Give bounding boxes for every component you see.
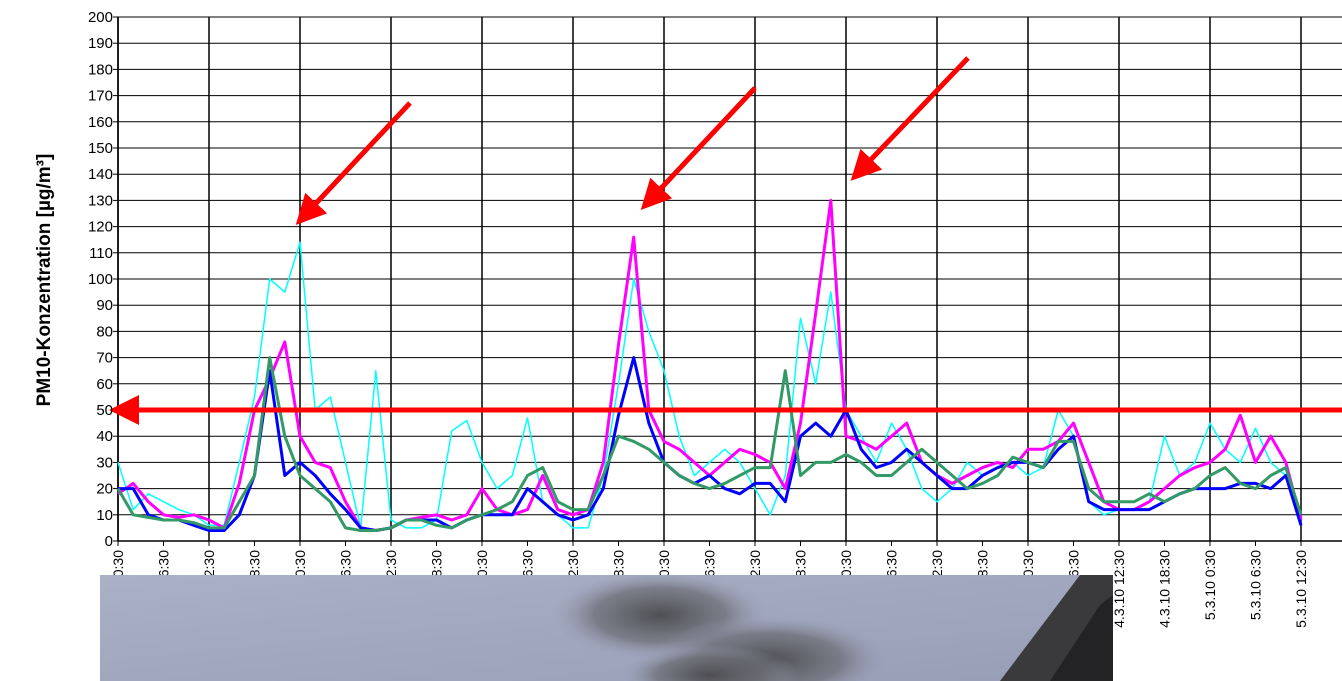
- y-tick-label: 90: [96, 297, 113, 314]
- y-tick-label: 160: [88, 114, 113, 131]
- y-tick-label: 130: [88, 192, 113, 209]
- x-tick-label: 4.3.10 18:30: [1157, 550, 1173, 628]
- y-tick-label: 200: [88, 9, 113, 26]
- y-tick-label: 60: [96, 376, 113, 393]
- y-tick-label: 110: [89, 245, 113, 262]
- y-tick-label: 170: [88, 88, 113, 105]
- y-tick-label: 180: [88, 61, 113, 78]
- lines: [118, 200, 1301, 530]
- y-axis-label: PM10-Konzentration [µg/m³]: [34, 154, 55, 407]
- x-tick-label: 5.3.10 12:30: [1293, 550, 1309, 628]
- arrow: [861, 58, 968, 170]
- y-tick-label: 0: [105, 533, 113, 550]
- x-tick-label: 5.3.10 18:30: [1339, 550, 1342, 628]
- y-tick-label: 140: [88, 166, 113, 183]
- x-tick-label: 4.3.10 12:30: [1111, 550, 1127, 628]
- photo: [100, 575, 1113, 681]
- y-tick-label: 120: [88, 219, 113, 236]
- series-line: [118, 200, 1301, 530]
- series-line: [118, 242, 1301, 528]
- y-tick-label: 40: [96, 428, 113, 445]
- y-tick-label: 150: [88, 140, 113, 157]
- arrow: [651, 88, 755, 199]
- y-tick-label: 190: [88, 35, 113, 52]
- y-tick-label: 80: [96, 323, 113, 340]
- x-tick-label: 5.3.10 0:30: [1202, 550, 1218, 620]
- y-tick-label: 70: [96, 350, 113, 367]
- y-tick-label: 10: [96, 507, 113, 524]
- y-tick-label: 50: [96, 402, 113, 419]
- page: PM10-Konzentration [µg/m³] 0 10 20 30 40 50 60…: [0, 0, 1342, 681]
- arrow: [306, 103, 410, 214]
- x-tick-label: 5.3.10 6:30: [1248, 550, 1264, 620]
- y-tick-label: 100: [88, 271, 113, 288]
- y-tick-label: 20: [96, 481, 113, 498]
- y-tick-label: 30: [96, 454, 113, 471]
